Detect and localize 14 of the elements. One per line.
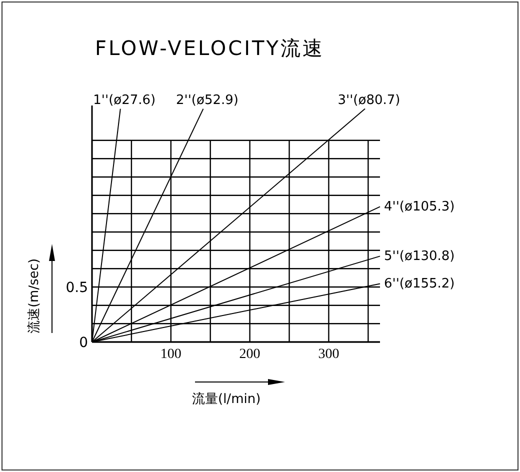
series-label: 1''(ø27.6) xyxy=(93,92,156,108)
x-axis-title: 流量(l/min) xyxy=(192,391,261,407)
y-tick-label: 0 xyxy=(79,335,88,351)
x-tick-label: 200 xyxy=(239,347,260,362)
chart-title: FLOW-VELOCITY流速 xyxy=(95,36,324,60)
series-label: 5''(ø130.8) xyxy=(384,249,455,264)
series-label: 6''(ø155.2) xyxy=(384,276,455,292)
y-axis-title: 流速(m/sec) xyxy=(26,258,42,334)
series-label: 4''(ø105.3) xyxy=(384,200,455,215)
y-tick-label: 0.5 xyxy=(66,280,88,296)
series-label: 2''(ø52.9) xyxy=(176,92,238,108)
x-tick-label: 300 xyxy=(318,347,340,362)
series-label: 3''(ø80.7) xyxy=(338,92,400,108)
x-tick-label: 100 xyxy=(160,347,182,362)
